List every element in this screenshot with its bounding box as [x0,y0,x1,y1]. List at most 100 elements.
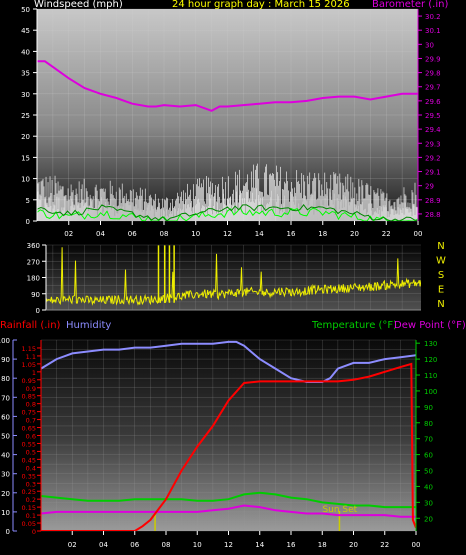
rain-tick-label: 0.1 [26,512,36,520]
rain-tick-label: 0.9 [26,385,36,393]
humidity-x-tick-label: 14 [255,541,264,549]
wind-x-tick-label: 02 [64,230,73,238]
humidity-tick-label: 0 [6,528,10,536]
rain-tick-label: 0.95 [22,377,36,385]
humidity-x-tick-label: 04 [99,541,108,549]
rain-tick-label: 0.4 [26,464,36,472]
humidity-tick-label: 40 [1,452,10,460]
temperature-tick-label: 120 [424,356,437,364]
wind-x-tick-label: 20 [350,230,359,238]
humidity-tick-label: 80 [1,375,10,383]
rain-tick-label: 0.3 [26,480,36,488]
dewpoint-label: Dew Point (°F) [394,320,466,331]
humidity-tick-label: 90 [1,356,10,364]
rain-tick-label: 1.1 [26,353,36,361]
barometer-tick-label: 29.6 [425,98,441,106]
wind-x-tick-label: 14 [255,230,264,238]
wind-tick-label: 50 [21,6,30,14]
temperature-tick-label: 60 [424,452,433,460]
barometer-tick-label: 30.2 [425,13,441,21]
wind-tick-label: 45 [21,27,30,35]
temperature-tick-label: 30 [424,499,433,507]
wind-tick-label: 30 [21,91,30,99]
wind-lull-secondary-line [37,203,418,221]
wind-tick-label: 40 [21,48,30,56]
wind-x-tick-label: 12 [223,230,232,238]
humidity-tick-label: 20 [1,490,10,498]
rain-tick-label: 0.45 [22,456,36,464]
rain-tick-label: 0.6 [26,433,36,441]
humidity-x-tick-label: 12 [224,541,233,549]
barometer-tick-label: 28.8 [425,211,441,219]
wind-x-tick-label: 10 [191,230,200,238]
barometer-tick-label: 29.2 [425,154,441,162]
rain-tick-label: 1 [32,369,36,377]
wind-x-tick-label: 06 [128,230,137,238]
humidity-tick-label: 70 [1,394,10,402]
rain-tick-label: 0.15 [22,504,36,512]
barometer-tick-label: 30 [425,41,434,49]
rain-tick-label: 0 [32,528,36,536]
wind-x-tick-label: 18 [318,230,327,238]
direction-tick-label: 90 [31,291,40,299]
wind-plot-area [37,9,418,221]
barometer-tick-label: 29.7 [425,84,441,92]
wind-tick-label: 20 [21,133,30,141]
humidity-tick-label: 50 [1,433,10,441]
humidity-tick-label: 60 [1,413,10,421]
humidity-tick-label: 100 [0,337,10,345]
compass-label: S [438,270,444,281]
wind-x-tick-label: 00 [414,230,423,238]
temperature-tick-label: 20 [424,515,433,523]
temperature-line [41,491,416,509]
rainfall-label: Rainfall (.in) [0,320,61,331]
barometer-tick-label: 29.8 [425,70,441,78]
rain-tick-label: 0.05 [22,520,36,528]
temperature-label: Temperature (°F) [312,320,398,331]
wind-direction-line [46,247,421,306]
direction-tick-label: 180 [27,275,40,283]
temperature-tick-label: 100 [424,388,437,396]
temperature-tick-label: 130 [424,340,437,348]
rain-tick-label: 0.7 [26,417,36,425]
barometer-line [37,60,418,112]
compass-label: N [437,299,444,310]
wind-x-tick-label: 16 [287,230,296,238]
rain-tick-label: 1.05 [22,361,36,369]
rain-tick-label: 0.5 [26,448,36,456]
barometer-tick-label: 29.5 [425,112,441,120]
barometer-tick-label: 29.9 [425,55,441,63]
humidity-x-tick-label: 10 [193,541,202,549]
rain-tick-label: 0.55 [22,440,36,448]
direction-tick-label: 0 [36,307,40,315]
temperature-tick-label: 50 [424,468,433,476]
temperature-tick-label: 70 [424,436,433,444]
humidity-label: Humidity [66,320,112,331]
barometer-tick-label: 28.9 [425,197,441,205]
wind-tick-label: 10 [21,176,30,184]
rain-tick-label: 0.2 [26,496,36,504]
wind-tick-label: 25 [21,112,30,120]
barometer-tick-label: 29.1 [425,169,441,177]
wind-tick-label: 0 [26,218,30,226]
humidity-x-tick-label: 18 [318,541,327,549]
rain-tick-label: 0.75 [22,409,36,417]
wind-x-tick-label: 04 [96,230,105,238]
humidity-x-tick-label: 02 [68,541,77,549]
rain-tick-label: 0.35 [22,472,36,480]
rain-line [41,362,416,531]
temperature-tick-label: 110 [424,372,437,380]
humidity-tick-label: 10 [1,509,10,517]
wind-x-tick-label: 22 [382,230,391,238]
chart-title: 24 hour graph day : March 15 2026 [172,0,350,10]
compass-label: N [437,241,444,252]
temperature-tick-label: 40 [424,483,433,491]
humidity-x-tick-label: 06 [130,541,139,549]
humidity-x-tick-label: 16 [287,541,296,549]
humidity-x-tick-label: 20 [349,541,358,549]
compass-label: E [438,285,444,296]
dewpoint-line [41,504,416,518]
humidity-line [41,340,416,383]
